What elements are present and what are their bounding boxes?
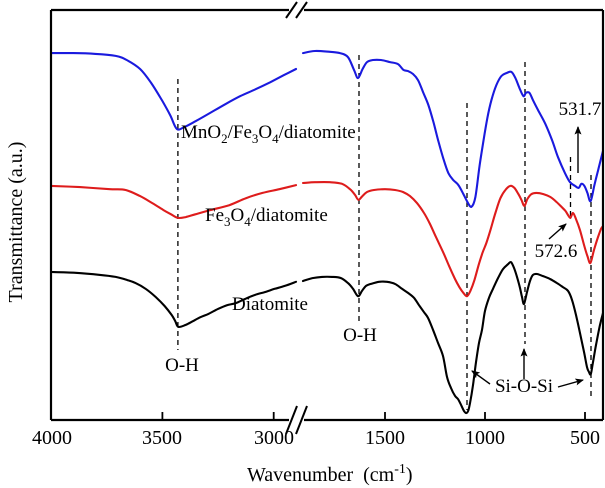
x-tick-label-1500: 1500 — [365, 427, 405, 449]
series-label-1: Fe3O4/diatomite — [205, 205, 328, 229]
composite-labels: MnO2/Fe3O4/diatomite Fe3O4/diatomite Diato… — [181, 122, 413, 486]
annotations-layer — [471, 126, 584, 388]
curve-fe3o4-diatomite-seg0 — [49, 184, 298, 220]
x-tick-label-3000: 3000 — [254, 427, 294, 449]
annotation-si-o-si: Si-O-Si — [495, 376, 553, 397]
annotation-peak-531-7: 531.7 — [559, 99, 602, 120]
arrow-si-o-si-470 — [557, 378, 584, 388]
annotation-peak-572-6: 572.6 — [535, 241, 578, 262]
x-tick-label-3500: 3500 — [142, 427, 182, 449]
series-label-2: Diatomite — [232, 294, 308, 315]
curve-mno2-fe3o4-diatomite-seg1 — [301, 49, 605, 208]
arrow-572-6 — [548, 223, 567, 240]
axis-break-slash-0 — [285, 1, 298, 19]
annotation-oh-1630: O-H — [343, 325, 377, 346]
curve-mno2-fe3o4-diatomite-seg0 — [49, 51, 298, 131]
annotation-oh-3430: O-H — [165, 355, 199, 376]
y-axis-label: Transmittance (a.u.) — [5, 142, 27, 303]
axis-break-slash-2 — [285, 405, 298, 435]
curve-diatomite-seg1 — [301, 260, 605, 415]
curve-fe3o4-diatomite-seg1 — [301, 180, 605, 298]
axis-break-slash-1 — [295, 1, 308, 19]
axis-break-slash-3 — [295, 405, 308, 435]
axes-frame — [49, 1, 605, 435]
x-axis-label: Wavenumber (cm-1) — [247, 462, 413, 486]
x-tick-label-1000: 1000 — [465, 427, 505, 449]
spectra-curves — [49, 49, 605, 415]
arrow-si-o-si-1090 — [471, 370, 491, 385]
series-label-0: MnO2/Fe3O4/diatomite — [181, 122, 356, 146]
curve-diatomite-seg0 — [49, 270, 298, 329]
x-tick-label-500: 500 — [570, 427, 600, 449]
peak-guide-lines — [177, 55, 592, 410]
x-tick-label-4000: 4000 — [32, 427, 72, 449]
